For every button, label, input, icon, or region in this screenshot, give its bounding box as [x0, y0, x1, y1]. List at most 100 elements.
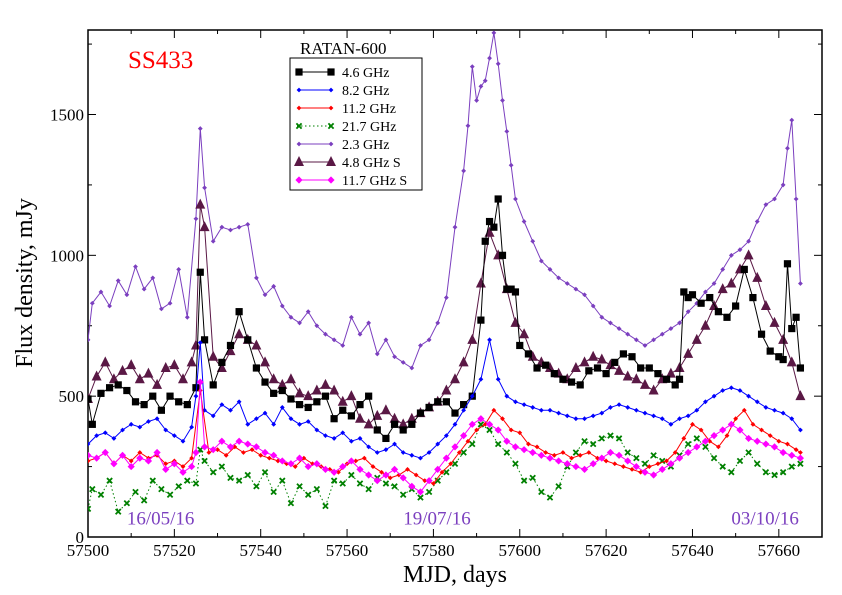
- data-point: [287, 499, 295, 507]
- data-point: [702, 443, 709, 451]
- data-point: [200, 443, 209, 451]
- data-point: [144, 457, 153, 465]
- data-point: [733, 416, 739, 422]
- data-point: [101, 448, 109, 457]
- y-tick-label: 0: [76, 528, 85, 547]
- series-11-7-ghz-s: [88, 378, 805, 496]
- data-point: [89, 300, 95, 306]
- data-point: [639, 378, 650, 389]
- data-point: [491, 407, 497, 413]
- data-point: [498, 251, 507, 259]
- data-point: [684, 440, 692, 448]
- data-point: [131, 398, 140, 406]
- data-point: [442, 454, 450, 462]
- data-point: [210, 413, 216, 419]
- data-point: [310, 461, 315, 467]
- data-point: [762, 440, 770, 448]
- data-point: [175, 398, 183, 406]
- data-point: [218, 463, 226, 470]
- data-point: [292, 464, 298, 469]
- data-point: [759, 427, 764, 433]
- data-point: [589, 440, 597, 448]
- data-point: [511, 443, 520, 451]
- data-point: [685, 309, 691, 315]
- data-point: [400, 359, 406, 365]
- data-point: [244, 336, 252, 344]
- data-point: [425, 477, 433, 485]
- data-point: [798, 281, 803, 286]
- data-point: [382, 434, 390, 443]
- legend-marker: [326, 156, 336, 166]
- data-point: [387, 475, 393, 481]
- data-point: [409, 452, 415, 458]
- data-point: [262, 410, 268, 416]
- data-point: [651, 413, 657, 419]
- data-point: [760, 300, 771, 311]
- data-point: [398, 418, 409, 429]
- data-point: [426, 450, 432, 455]
- data-point: [176, 267, 182, 272]
- data-point: [311, 384, 322, 395]
- data-point: [277, 378, 288, 389]
- legend-marker: [296, 141, 302, 147]
- x-tick-label: 57620: [585, 541, 628, 560]
- data-point: [258, 452, 264, 458]
- data-point: [106, 477, 113, 484]
- data-point: [288, 416, 294, 422]
- data-point: [126, 359, 137, 370]
- data-point: [703, 399, 708, 405]
- data-point: [235, 308, 243, 316]
- data-point: [642, 410, 648, 416]
- legend-marker: [295, 122, 303, 130]
- series-line: [88, 32, 801, 369]
- data-point: [215, 447, 220, 453]
- y-tick-label: 1000: [50, 246, 84, 265]
- data-point: [422, 478, 428, 484]
- x-tick-label: 57540: [239, 541, 282, 560]
- data-point: [633, 407, 639, 413]
- data-point: [612, 461, 618, 467]
- data-point: [792, 313, 800, 321]
- data-point: [249, 447, 255, 453]
- data-point: [582, 292, 587, 298]
- data-point: [547, 407, 553, 413]
- legend-box: [289, 57, 423, 191]
- data-point: [406, 412, 417, 423]
- data-point: [380, 404, 391, 415]
- data-point: [206, 450, 212, 455]
- date-annotation: 03/10/16: [731, 508, 799, 529]
- data-point: [516, 341, 524, 350]
- legend-entry: 11.7 GHz S: [295, 174, 407, 189]
- data-point: [146, 419, 151, 424]
- data-point: [694, 300, 700, 306]
- data-point: [513, 196, 518, 202]
- legend-label: 4.6 GHz: [342, 66, 389, 81]
- data-point: [390, 420, 399, 428]
- data-point: [667, 460, 675, 468]
- data-point: [451, 443, 459, 451]
- data-point: [114, 508, 122, 515]
- data-point: [632, 462, 640, 471]
- legend-marker: [295, 176, 303, 184]
- data-point: [737, 247, 743, 253]
- data-point: [279, 405, 285, 410]
- data-point: [304, 491, 312, 498]
- data-point: [698, 427, 704, 433]
- data-point: [192, 480, 200, 487]
- data-point: [465, 123, 471, 129]
- data-point: [581, 437, 588, 445]
- legend-title: RATAN-600: [300, 39, 386, 58]
- data-point: [482, 78, 488, 84]
- data-point: [651, 337, 657, 343]
- data-point: [798, 427, 803, 433]
- data-point: [89, 485, 96, 493]
- data-point: [607, 432, 614, 439]
- data-point: [405, 467, 410, 472]
- date-annotation: 19/07/16: [403, 508, 471, 529]
- data-point: [659, 331, 665, 337]
- data-point: [779, 448, 787, 457]
- data-point: [655, 461, 661, 467]
- data-point: [556, 275, 562, 281]
- data-point: [572, 449, 580, 456]
- data-point: [284, 461, 290, 467]
